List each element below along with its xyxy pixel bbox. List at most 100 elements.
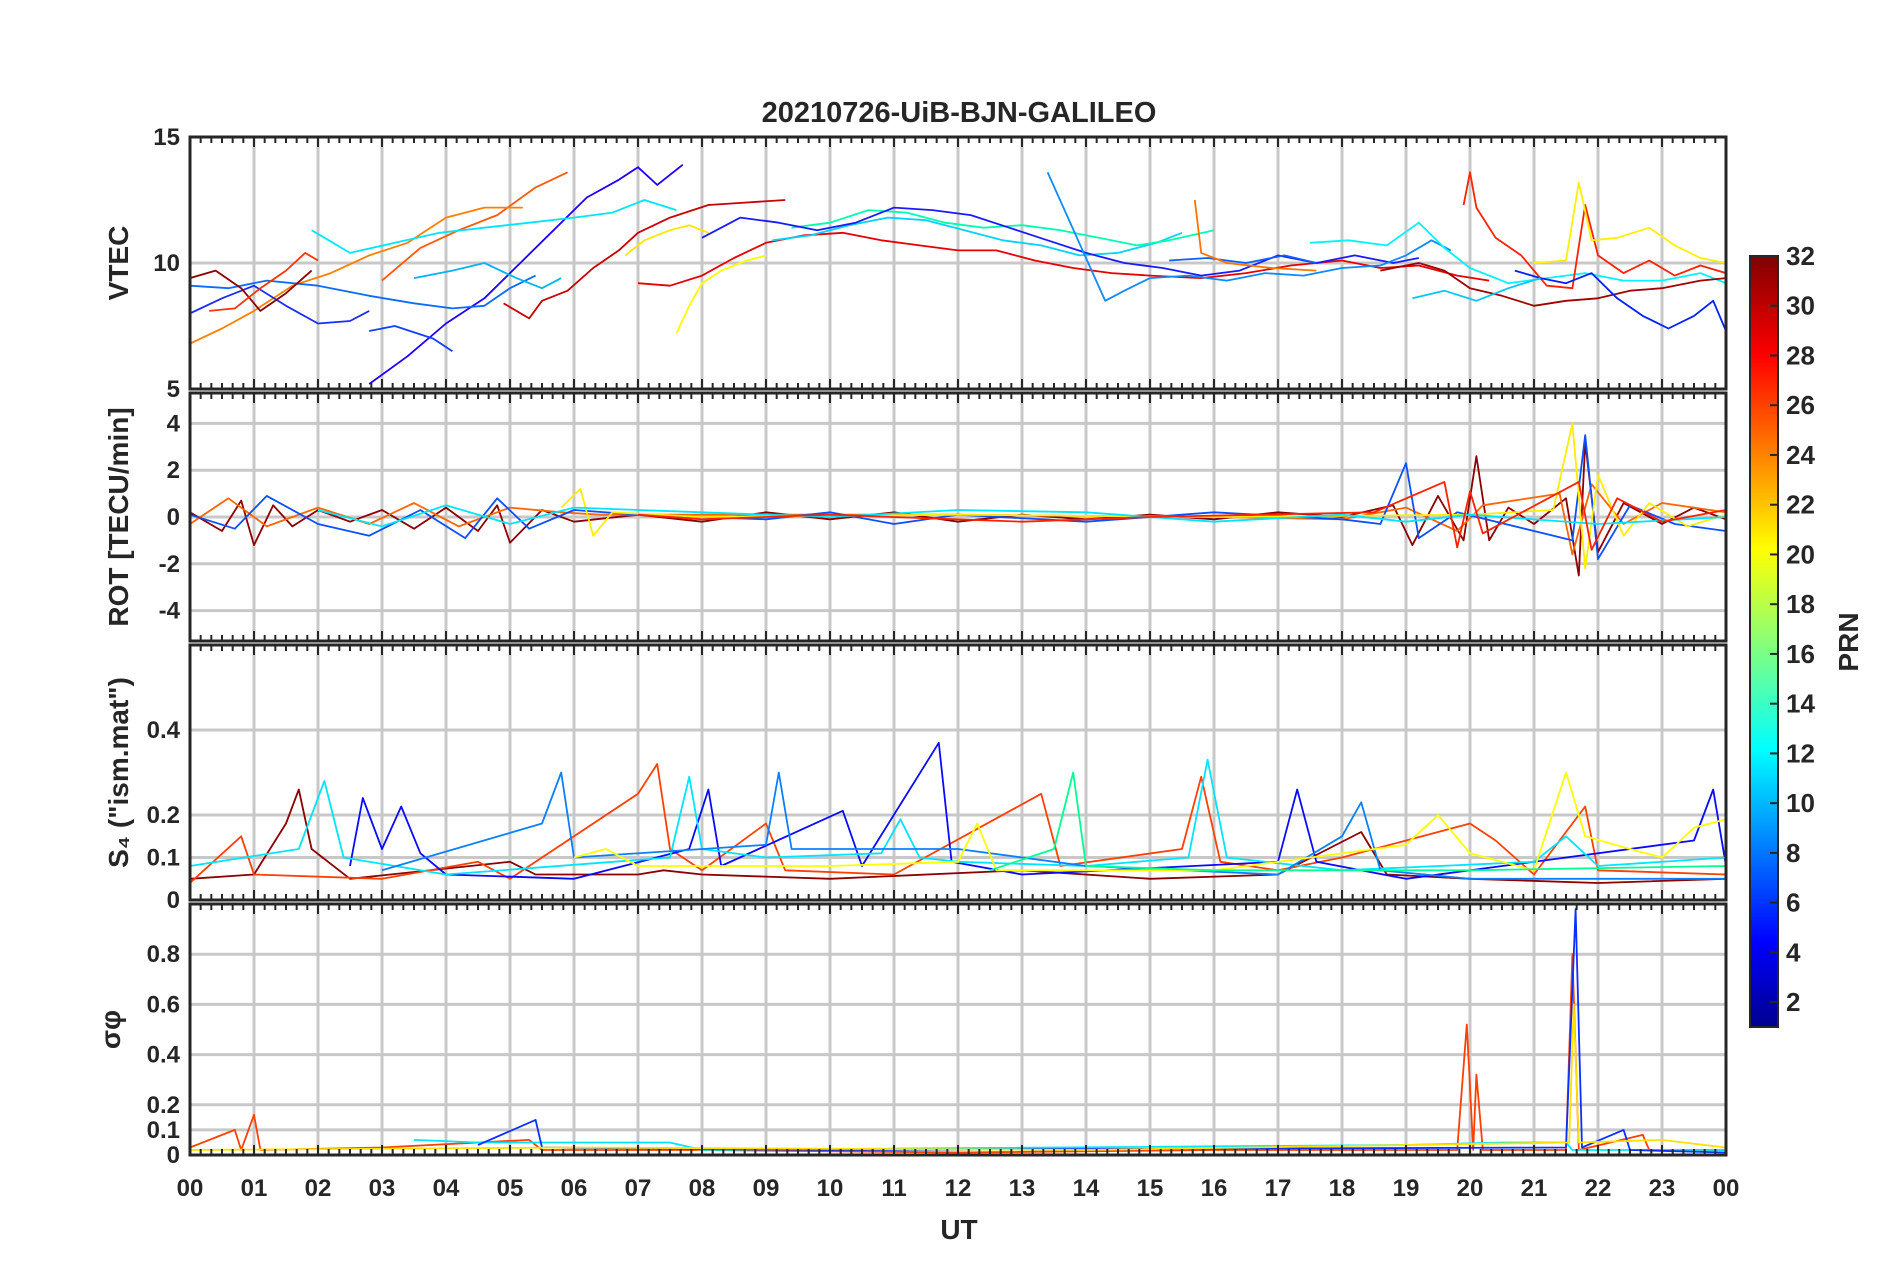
- colorbar-scale: [1749, 255, 1779, 1028]
- data-series: [1309, 221, 1726, 285]
- y-tick-label: 0.1: [147, 845, 180, 872]
- panel-frame: [188, 391, 1728, 643]
- panel-vtec: 5 10 15 VTEC: [103, 124, 1728, 403]
- y-tick-label: 5: [167, 376, 180, 403]
- data-series: [772, 216, 1183, 257]
- x-tick-label: 00: [177, 1175, 204, 1202]
- colorbar-tick-label: 26: [1786, 390, 1815, 420]
- x-tick-label: 08: [689, 1175, 716, 1202]
- colorbar-tick-label: 12: [1786, 738, 1815, 768]
- y-axis-label: ROT [TECU/min]: [103, 407, 134, 626]
- colorbar-label: PRN: [1833, 612, 1864, 671]
- y-tick-label: 0.4: [147, 1042, 181, 1069]
- data-series: [989, 771, 1726, 872]
- colorbar-tick-label: 14: [1786, 689, 1815, 719]
- data-series: [573, 771, 1726, 872]
- y-tick-label: -2: [159, 551, 180, 578]
- data-series: [190, 206, 523, 345]
- data-series: [190, 284, 370, 325]
- data-series: [624, 224, 709, 257]
- x-tick-label: 18: [1329, 1175, 1356, 1202]
- x-tick-label: 11: [881, 1175, 906, 1202]
- x-tick-label: 09: [753, 1175, 780, 1202]
- panel-s4: 0 0.1 0.2 0.4 S₄ ("ism.mat"): [103, 643, 1728, 914]
- y-tick-label: 0: [167, 504, 180, 531]
- y-tick-label: 0.6: [147, 991, 180, 1018]
- x-axis-label: UT: [940, 1214, 977, 1245]
- x-tick-label: 01: [241, 1175, 268, 1202]
- data-series: [637, 481, 1726, 551]
- y-tick-label: 15: [153, 124, 180, 151]
- x-tick-label: 06: [561, 1175, 588, 1202]
- x-tick-label: 13: [1009, 1175, 1036, 1202]
- data-series: [477, 908, 1726, 1154]
- y-tick-label: 0.8: [147, 941, 180, 968]
- y-tick-label: 0.4: [147, 717, 181, 744]
- y-tick-label: 0: [167, 1142, 180, 1169]
- y-axis-label: S₄ ("ism.mat"): [103, 677, 134, 868]
- colorbar-tick-label: 18: [1786, 589, 1815, 619]
- panel-sigma_phi: 00.10.2 0.4 0.6 0.8 σφ: [95, 902, 1728, 1169]
- y-tick-label: 4: [167, 410, 181, 437]
- x-tick-label: 02: [305, 1175, 332, 1202]
- chart-title: 20210726-UiB-BJN-GALILEO: [762, 97, 1157, 129]
- colorbar-tick-label: 32: [1786, 241, 1815, 271]
- data-series: [317, 504, 1726, 528]
- panel-frame: [188, 902, 1728, 1157]
- x-tick-label: 00: [1713, 1175, 1740, 1202]
- colorbar-tick-label: 22: [1786, 490, 1815, 520]
- x-tick-label: 19: [1393, 1175, 1420, 1202]
- colorbar-tick-label: 10: [1786, 788, 1815, 818]
- x-tick-label: 05: [497, 1175, 524, 1202]
- data-series: [503, 199, 786, 320]
- colorbar-tick-label: 24: [1786, 440, 1815, 470]
- panel-frame: [188, 643, 1728, 902]
- x-tick-label: 20: [1457, 1175, 1484, 1202]
- data-series: [381, 771, 1726, 880]
- colorbar-tick-label: 28: [1786, 340, 1815, 370]
- series-group: [190, 908, 1726, 1154]
- x-tick-label: 21: [1521, 1175, 1548, 1202]
- data-series: [1193, 199, 1317, 272]
- series-group: [190, 422, 1726, 577]
- y-axis-label: VTEC: [103, 226, 134, 301]
- y-tick-label: 0.1: [147, 1117, 180, 1144]
- x-tick-label: 12: [945, 1175, 972, 1202]
- data-series: [413, 1139, 1726, 1151]
- x-tick-label: 14: [1073, 1175, 1100, 1202]
- y-tick-label: 0.2: [147, 1092, 180, 1119]
- data-series: [369, 325, 453, 352]
- colorbar-tick-label: 2: [1786, 987, 1800, 1017]
- data-series: [637, 231, 1490, 287]
- y-tick-label: 0.2: [147, 802, 180, 829]
- data-series: [1412, 277, 1541, 302]
- x-tick-label: 04: [433, 1175, 460, 1202]
- x-tick-label: 03: [369, 1175, 396, 1202]
- y-tick-label: -4: [159, 598, 181, 625]
- data-series: [560, 422, 1726, 570]
- series-group: [190, 741, 1726, 884]
- colorbar-tick-label: 6: [1786, 888, 1800, 918]
- y-tick-label: 0: [167, 887, 180, 914]
- data-series: [209, 252, 319, 312]
- x-tick-label: 10: [817, 1175, 844, 1202]
- panel-rot: -4 -2 0 2 4 ROT [TECU/min]: [103, 391, 1728, 643]
- data-series: [1462, 171, 1726, 290]
- data-series: [1380, 262, 1726, 307]
- y-tick-label: 2: [167, 457, 180, 484]
- data-series: [1514, 269, 1726, 332]
- data-series: [675, 254, 767, 334]
- data-series: [190, 1003, 1726, 1151]
- x-axis: UT 00 01 02 03 04 05 06 07 08 09 10 11 12 13 14 15 16 17 1…: [177, 1175, 1740, 1245]
- x-tick-label: 23: [1649, 1175, 1676, 1202]
- series-group: [190, 163, 1726, 385]
- panel-frame: [188, 135, 1728, 391]
- data-series: [190, 269, 313, 312]
- data-series: [413, 262, 562, 290]
- data-series: [1046, 171, 1452, 302]
- colorbar-tick-label: 8: [1786, 838, 1800, 868]
